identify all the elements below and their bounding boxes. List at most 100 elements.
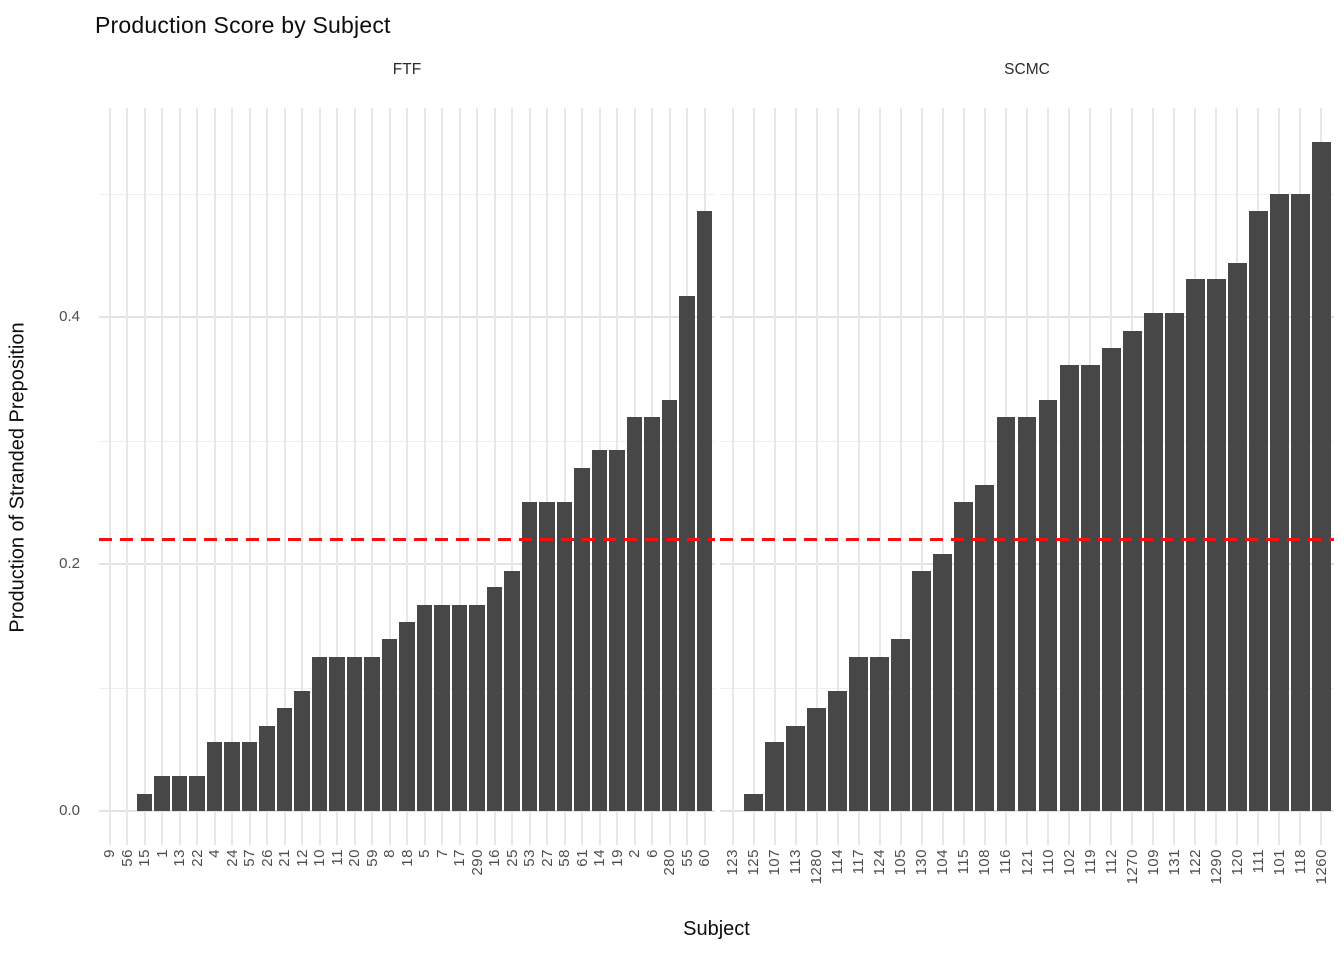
x-tick-label: 110 <box>1039 849 1057 875</box>
x-gridline <box>752 108 755 845</box>
x-tick-label: 280 <box>661 849 678 876</box>
x-gridline <box>731 108 734 845</box>
bar-ftf-6 <box>644 417 660 811</box>
x-gridline <box>108 108 111 845</box>
mean-reference-line <box>720 538 1334 542</box>
bar-scmc-114 <box>828 691 848 811</box>
x-gridline <box>406 108 408 845</box>
x-tick-label: 117 <box>850 849 868 875</box>
x-tick-label: 105 <box>892 849 910 876</box>
x-tick-label: 24 <box>223 849 241 867</box>
plot-title: Production Score by Subject <box>95 12 391 38</box>
x-tick-label: 118 <box>1291 849 1309 875</box>
x-gridline <box>266 108 268 845</box>
bar-ftf-4 <box>206 741 223 811</box>
bar-ftf-53 <box>521 502 538 811</box>
x-tick-label: 125 <box>745 849 763 876</box>
x-tick-label: 14 <box>591 849 608 867</box>
x-tick-label: 2 <box>626 849 643 858</box>
x-tick-label: 7 <box>433 849 451 858</box>
bar-ftf-24 <box>224 741 240 811</box>
bar-scmc-119 <box>1080 365 1100 811</box>
bar-scmc-101 <box>1269 193 1289 811</box>
x-gridline <box>231 108 233 845</box>
bar-ftf-15 <box>136 793 153 811</box>
bar-ftf-22 <box>189 776 205 811</box>
bar-ftf-11 <box>329 656 345 811</box>
bar-scmc-130 <box>912 571 932 811</box>
x-gridline <box>773 108 776 845</box>
x-gridline <box>248 108 251 845</box>
x-tick-label: 58 <box>556 849 573 867</box>
x-tick-label: 12 <box>293 849 311 867</box>
x-gridline <box>836 108 839 845</box>
x-tick-label: 19 <box>608 849 626 867</box>
bar-scmc-109 <box>1143 313 1163 811</box>
bar-scmc-102 <box>1059 365 1079 811</box>
x-tick-label: 115 <box>955 849 973 875</box>
x-gridline <box>143 108 146 845</box>
bar-ftf-16 <box>486 587 503 811</box>
x-tick-label: 25 <box>503 849 521 867</box>
bar-scmc-105 <box>891 639 911 811</box>
x-tick-label: 13 <box>171 849 188 867</box>
bar-ftf-5 <box>416 604 433 811</box>
y-tick-label: 0.4 <box>59 308 80 325</box>
x-tick-label: 111 <box>1249 849 1267 874</box>
x-gridline <box>983 108 986 845</box>
bar-scmc-111 <box>1248 210 1268 811</box>
bar-scmc-107 <box>765 741 785 811</box>
x-tick-label: 130 <box>913 849 931 876</box>
x-tick-label: 27 <box>538 849 556 867</box>
x-tick-label: 1270 <box>1123 849 1141 885</box>
x-tick-label: 59 <box>363 849 381 867</box>
x-tick-label: 123 <box>724 849 742 876</box>
bar-ftf-2 <box>626 417 643 811</box>
x-gridline <box>528 108 531 845</box>
x-gridline <box>318 108 321 845</box>
bar-ftf-60 <box>696 210 713 811</box>
bar-scmc-115 <box>954 502 974 811</box>
bar-ftf-280 <box>661 399 678 811</box>
x-gridline <box>301 108 303 845</box>
bar-ftf-290 <box>469 604 485 811</box>
bar-ftf-14 <box>591 450 608 811</box>
bar-scmc-1290 <box>1206 278 1226 811</box>
x-tick-label: 53 <box>521 849 538 867</box>
x-gridline <box>878 108 881 845</box>
x-gridline <box>962 108 965 845</box>
x-tick-label: 109 <box>1144 849 1162 876</box>
bar-scmc-121 <box>1017 417 1037 811</box>
x-tick-label: 57 <box>241 849 258 867</box>
bar-ftf-21 <box>276 708 293 811</box>
x-tick-label: 61 <box>573 849 591 867</box>
bar-ftf-58 <box>556 502 573 811</box>
x-gridline <box>815 108 818 845</box>
x-tick-label: 56 <box>118 849 136 867</box>
x-tick-label: 1280 <box>808 849 826 885</box>
bar-scmc-110 <box>1038 399 1058 811</box>
bar-ftf-10 <box>311 656 328 811</box>
x-gridline <box>920 108 923 845</box>
bar-scmc-124 <box>870 656 890 811</box>
x-tick-label: 4 <box>206 849 223 858</box>
y-tick-label: 0.0 <box>59 802 80 819</box>
bar-ftf-7 <box>434 604 450 811</box>
x-gridline <box>563 108 566 845</box>
bar-ftf-13 <box>171 776 188 811</box>
bar-ftf-12 <box>294 691 310 811</box>
x-gridline <box>857 108 860 845</box>
x-gridline <box>493 108 496 845</box>
bar-scmc-131 <box>1164 313 1184 811</box>
bar-ftf-57 <box>241 741 258 811</box>
bar-scmc-112 <box>1101 347 1121 811</box>
y-tick-label: 0.2 <box>59 555 80 572</box>
bar-scmc-108 <box>975 484 995 811</box>
bar-ftf-1 <box>154 776 170 811</box>
x-gridline <box>126 108 128 845</box>
x-tick-label: 5 <box>416 849 433 858</box>
bar-ftf-55 <box>679 296 695 811</box>
x-tick-label: 290 <box>468 849 486 876</box>
x-tick-label: 119 <box>1081 849 1099 875</box>
facet-panel-scmc <box>720 108 1334 845</box>
